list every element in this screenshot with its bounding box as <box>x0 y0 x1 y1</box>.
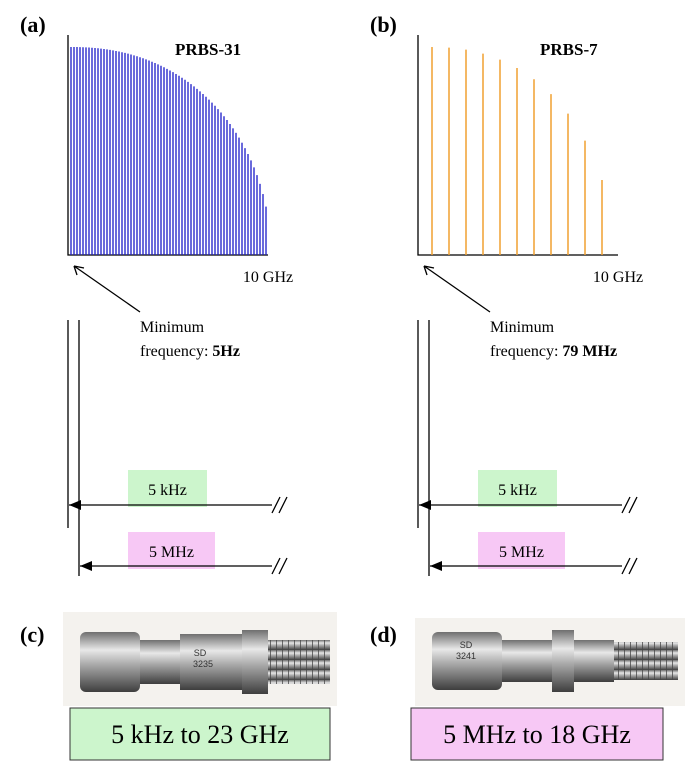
band-label: 5 MHz <box>499 544 544 561</box>
axis-end-label: 10 GHz <box>243 269 293 286</box>
annotation-value: 5Hz <box>212 343 240 360</box>
stamp: SD <box>460 640 473 650</box>
band-label: 5 MHz <box>149 544 194 561</box>
break-mark <box>622 558 637 574</box>
annotation: frequency: 79 MHz <box>490 343 617 360</box>
arrow-head <box>419 500 431 510</box>
panel-label: (c) <box>20 622 44 647</box>
annotation: frequency: 5Hz <box>140 343 240 360</box>
stamp: 3241 <box>456 651 476 661</box>
annotation-prefix: frequency: <box>140 343 212 360</box>
break-mark <box>622 497 637 513</box>
spectrum-title: PRBS-31 <box>175 40 241 59</box>
range-text: 5 kHz to 23 GHz <box>111 720 289 749</box>
annotation-value: 79 MHz <box>562 343 617 360</box>
spectrum-title: PRBS-7 <box>540 40 598 59</box>
annotation: Minimum <box>490 319 555 336</box>
band-label: 5 kHz <box>498 482 537 499</box>
connector-photo-c: SD 3235 <box>63 612 337 706</box>
annotation-prefix: frequency: <box>490 343 562 360</box>
panel-label: (a) <box>20 12 46 37</box>
annotation: Minimum <box>140 319 205 336</box>
arrow-head <box>69 500 81 510</box>
break-mark <box>272 497 287 513</box>
arrow-head <box>430 561 442 571</box>
arrow-head <box>80 561 92 571</box>
axes <box>418 35 618 255</box>
stamp: 3235 <box>193 659 213 669</box>
axis-end-label: 10 GHz <box>593 269 643 286</box>
panel-label: (d) <box>370 622 397 647</box>
break-mark <box>272 558 287 574</box>
band-label: 5 kHz <box>148 482 187 499</box>
pointer-arrow <box>424 266 490 312</box>
stamp: SD <box>194 648 207 658</box>
panel-label: (b) <box>370 12 397 37</box>
figure: (a) PRBS-31 10 GHz Minimum frequency: 5Hz 5 k… <box>0 0 692 784</box>
connector-photo-d: SD 3241 <box>415 618 685 706</box>
pointer-arrow <box>74 266 140 312</box>
range-text: 5 MHz to 18 GHz <box>443 720 631 749</box>
